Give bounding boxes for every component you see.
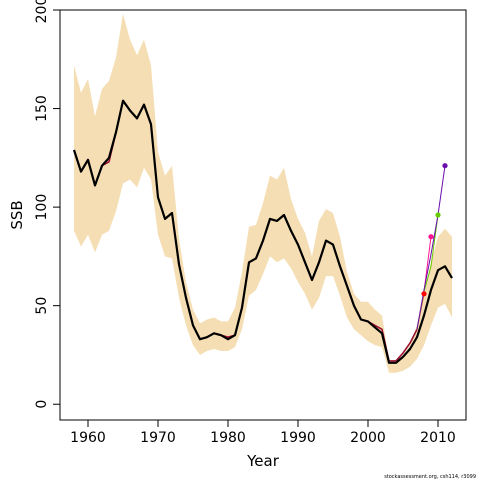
retro-tip-point-3 xyxy=(435,212,441,218)
y-axis: 0 50 100 150 200 xyxy=(34,0,60,409)
y-tick-label: 100 xyxy=(34,194,50,221)
confidence-band-layer xyxy=(74,13,452,373)
series-line-layer xyxy=(72,99,453,364)
retro-tip-line-4 xyxy=(416,165,446,330)
y-tick-label: 0 xyxy=(34,400,50,409)
retro-point-layer xyxy=(421,163,448,297)
x-axis: 1960 1970 1980 1990 2000 2010 xyxy=(70,420,456,446)
y-tick-label: 200 xyxy=(34,0,50,23)
retro-tip-point-1 xyxy=(421,291,427,297)
x-tick-label: 2000 xyxy=(350,430,386,446)
retro-tip-point-2 xyxy=(428,234,434,240)
x-tick-label: 2010 xyxy=(420,430,456,446)
y-axis-title: SSB xyxy=(8,200,26,229)
y-tick-label: 150 xyxy=(34,95,50,122)
x-axis-title: Year xyxy=(246,452,280,470)
y-tick-label: 50 xyxy=(34,297,50,315)
x-tick-label: 1990 xyxy=(280,430,316,446)
ssb-estimate-line xyxy=(72,99,453,364)
confidence-band xyxy=(74,13,452,373)
x-tick-label: 1970 xyxy=(140,430,176,446)
plot-frame xyxy=(59,9,467,421)
x-tick-label: 1960 xyxy=(70,430,106,446)
credit-note: stockassessment.org, csh114, r3099 xyxy=(384,474,476,480)
x-tick-label: 1980 xyxy=(210,430,246,446)
retro-tip-point-4 xyxy=(442,163,448,169)
